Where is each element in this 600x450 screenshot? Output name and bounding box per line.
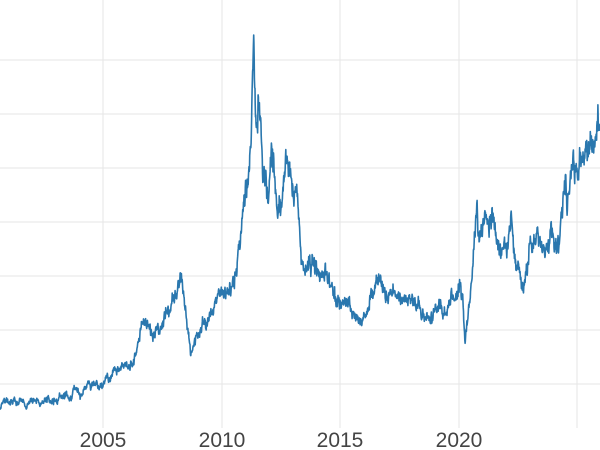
svg-text:2005: 2005 (80, 429, 127, 450)
svg-text:2010: 2010 (199, 429, 246, 450)
svg-text:2015: 2015 (317, 429, 364, 450)
svg-text:2020: 2020 (436, 429, 483, 450)
